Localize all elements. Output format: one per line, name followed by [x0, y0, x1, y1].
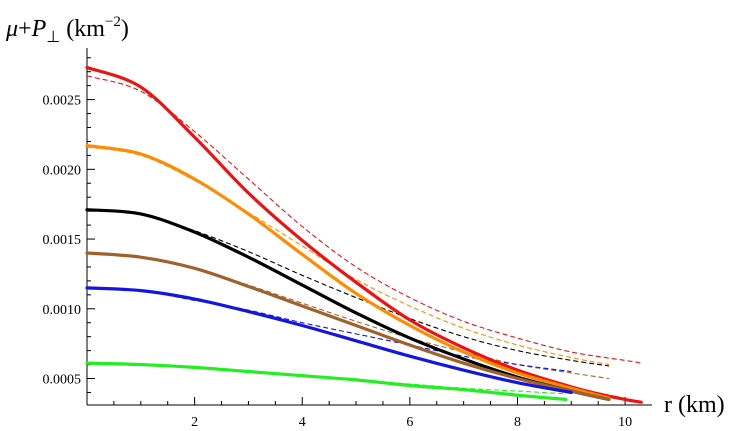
x-tick-label: 10 — [618, 415, 632, 430]
y-tick-label: 0.0010 — [43, 303, 82, 318]
y-axis-title-close: ) — [121, 16, 129, 42]
y-tick-label: 0.0005 — [43, 373, 82, 388]
series-layer — [85, 65, 643, 404]
x-axis-title: r (km) — [664, 392, 725, 418]
x-tick-label: 8 — [514, 415, 521, 430]
y-tick-label: 0.0025 — [43, 94, 82, 109]
series-line-1-dashed — [86, 75, 642, 364]
series-line-2-solid — [85, 144, 611, 400]
y-tick-label: 0.0020 — [43, 163, 82, 178]
y-axis-title-exp: −2 — [105, 14, 121, 30]
y-axis-title-plus: + — [18, 16, 32, 42]
y-axis-title-mu: μ — [5, 16, 18, 42]
y-axis-title-perp: ⊥ — [46, 29, 60, 46]
series-line-6-solid — [85, 251, 611, 402]
tick-labels: 2 4 6 8 10 0.0005 0.0010 0.0015 0.0020 0.0025 — [43, 94, 633, 430]
y-axis-title-p: P — [31, 16, 47, 42]
x-tick-label: 2 — [191, 415, 198, 430]
series-line-7-dashed — [86, 252, 610, 380]
x-tick-label: 6 — [406, 415, 413, 430]
y-axis-title: μ+P⊥ (km−2) — [5, 14, 129, 46]
x-tick-label: 4 — [299, 415, 306, 430]
series-line-0-solid — [85, 65, 643, 404]
y-tick-label: 0.0015 — [43, 233, 82, 248]
series-line-8-solid — [85, 286, 573, 395]
y-axis-title-unit: (km — [60, 16, 105, 42]
series-line-10-solid — [85, 361, 568, 402]
series-line-4-solid — [85, 208, 611, 402]
